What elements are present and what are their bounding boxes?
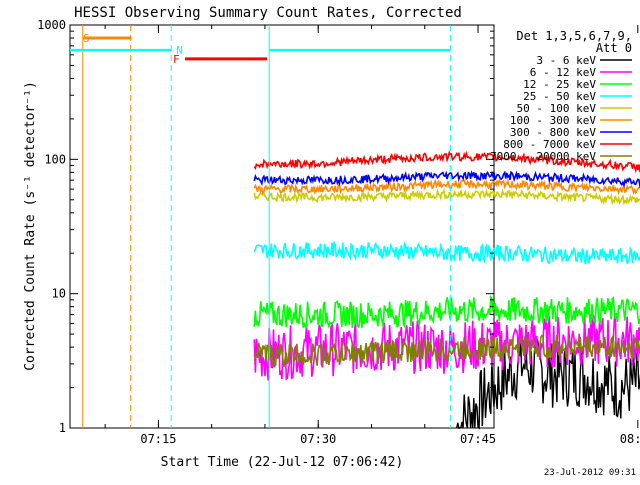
legend-label: 800 - 7000 keV [503, 138, 596, 151]
series-line-7 [253, 170, 640, 189]
series-line-3 [253, 294, 640, 330]
series-line-2 [253, 313, 640, 381]
chart-title: HESSI Observing Summary Count Rates, Cor… [74, 5, 462, 21]
y-tick-label: 1 [59, 421, 66, 435]
legend-label: 7000 - 20000 keV [490, 150, 596, 163]
n-flag-label: N [176, 44, 183, 57]
attenuator-flags: S NF [70, 25, 451, 428]
legend-label: 300 - 800 keV [510, 126, 596, 139]
series-line-4 [253, 240, 640, 265]
legend-label: 3 - 6 keV [536, 54, 596, 67]
legend-label: 25 - 50 keV [523, 90, 596, 103]
legend-header-attenuator: Att 0 [596, 41, 632, 55]
x-tick-label: 07:30 [300, 432, 336, 446]
y-axis-label: Corrected Count Rate (s⁻¹ detector⁻¹) [23, 81, 38, 371]
x-tick-label: 07:45 [460, 432, 496, 446]
legend-label: 50 - 100 keV [517, 102, 597, 115]
series-line-6 [253, 178, 640, 196]
series-line-8 [253, 150, 640, 174]
legend-header-detectors: Det 1,3,5,6,7,9, [516, 29, 632, 43]
series-line-5 [253, 187, 640, 206]
series-line-1 [456, 333, 640, 430]
y-tick-label: 10 [52, 287, 66, 301]
x-tick-label: 07:15 [140, 432, 176, 446]
series-line-9 [253, 334, 640, 367]
plot-area [69, 24, 495, 429]
plot-frame [69, 24, 495, 429]
y-tick-label: 100 [44, 152, 66, 166]
date-stamp: 23-Jul-2012 09:31 [544, 468, 636, 478]
x-tick-label: 08:00 [620, 432, 640, 446]
f-flag-label: F [173, 53, 180, 66]
chart-marks [253, 150, 640, 430]
axis-ticks: 07:1507:3007:4508:0008:1508:3008:4511010… [37, 18, 640, 446]
legend-label: 100 - 300 keV [510, 114, 596, 127]
legend-label: 6 - 12 keV [530, 66, 597, 79]
legend-label: 12 - 25 keV [523, 78, 596, 91]
s-flag-label: S [83, 32, 90, 45]
x-axis-label: Start Time (22-Jul-12 07:06:42) [161, 455, 404, 470]
y-tick-label: 1000 [37, 18, 66, 32]
